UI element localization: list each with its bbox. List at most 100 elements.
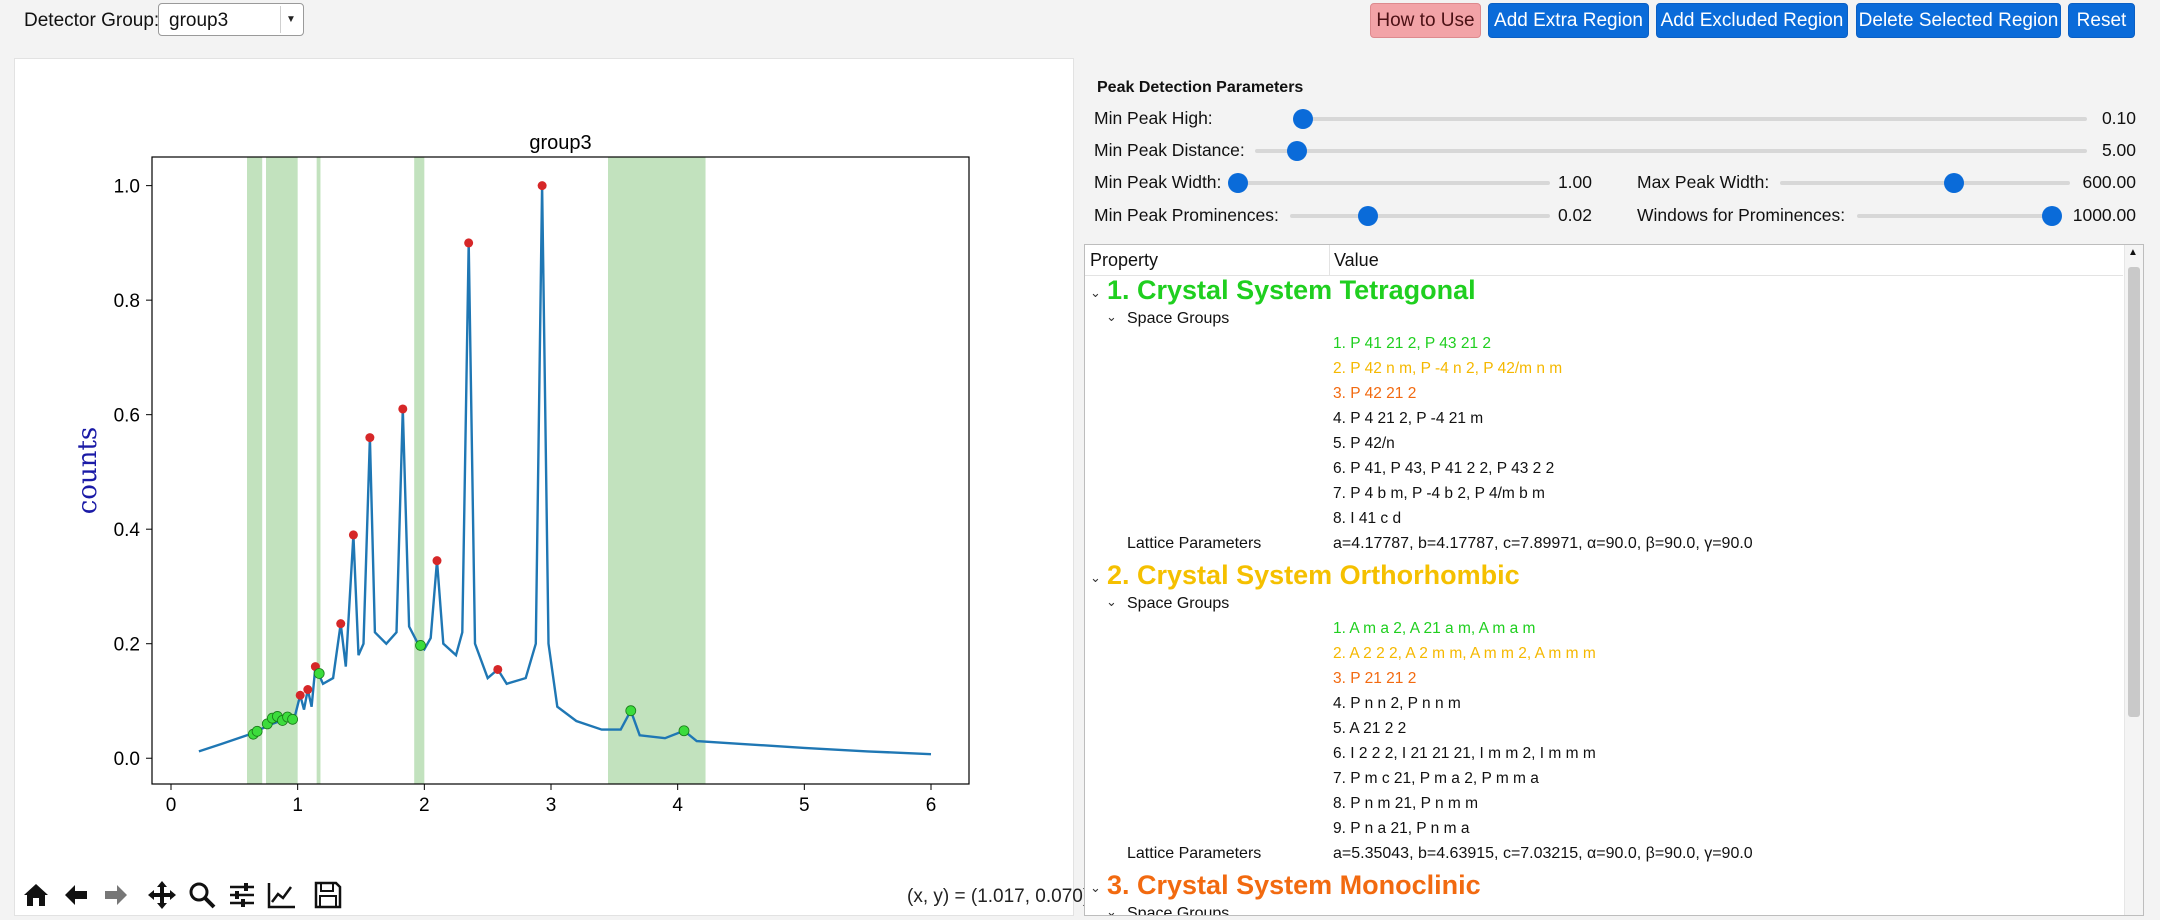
space-group-item[interactable]: 1. P 41 21 2, P 43 21 2 [1333, 335, 1492, 352]
back-icon[interactable] [58, 877, 94, 913]
zoom-icon[interactable] [184, 877, 220, 913]
selected-region[interactable] [414, 157, 425, 784]
scrollbar-thumb[interactable] [2128, 267, 2140, 717]
crystal-system-heading[interactable]: 1. Crystal System Tetragonal [1107, 275, 1476, 305]
save-icon[interactable] [310, 877, 346, 913]
lattice-parameters-value: a=5.35043, b=4.63915, c=7.03215, α=90.0,… [1333, 845, 1753, 862]
space-group-item[interactable]: 8. I 41 c d [1333, 510, 1402, 527]
max-peak-width-label: Max Peak Width: [1637, 172, 1770, 192]
space-group-item[interactable]: 9. P n a 21, P n m a [1333, 820, 1470, 837]
tree-scrollbar[interactable]: ▲ [2124, 245, 2143, 915]
slider-handle[interactable] [1358, 206, 1378, 226]
chevron-down-icon[interactable]: ▼ [280, 6, 301, 33]
min-peak-width-slider[interactable] [1228, 173, 1550, 193]
windows-for-prominences-slider[interactable] [1857, 206, 2062, 226]
property-tree[interactable]: Property Value ▲ ⌄ 1. Crystal System Tetr… [1084, 244, 2144, 916]
selected-region[interactable] [247, 157, 263, 784]
slider-handle[interactable] [1292, 109, 1313, 129]
detector-group-select[interactable]: group3 ▼ [158, 3, 304, 36]
space-group-item[interactable]: 4. P n n 2, P n n m [1333, 695, 1461, 712]
coordinate-readout: (x, y) = (1.017, 0.070) [907, 886, 1090, 907]
min-peak-high-label: Min Peak High: [1094, 108, 1213, 128]
column-header-value[interactable]: Value [1334, 250, 1379, 270]
column-header-property[interactable]: Property [1090, 250, 1159, 270]
space-groups-label[interactable]: Space Groups [1127, 595, 1230, 612]
extra-point-marker [313, 668, 325, 679]
space-group-item[interactable]: 6. P 41, P 43, P 41 2 2, P 43 2 2 [1333, 460, 1555, 477]
space-groups-label[interactable]: Space Groups [1127, 310, 1230, 327]
series-line [198, 185, 932, 756]
space-group-item[interactable]: 1. A m a 2, A 21 a m, A m a m [1333, 620, 1536, 637]
selected-region[interactable] [316, 157, 321, 784]
x-tick-label: 5 [799, 795, 810, 816]
space-group-item[interactable]: 7. P m c 21, P m a 2, P m m a [1333, 770, 1539, 787]
selected-region[interactable] [266, 157, 298, 784]
spectrum-chart[interactable]: 0 1 2 3 4 5 6 0.0 0.2 0.4 0.6 0.8 1.0 group3 counts [0, 0, 1080, 920]
windows-for-prominences-label: Windows for Prominences: [1637, 205, 1846, 225]
peak-marker [464, 238, 474, 248]
extra-point-marker [287, 713, 299, 725]
peak-marker [295, 690, 305, 700]
reset-button[interactable]: Reset [2068, 3, 2135, 38]
peak-marker [348, 530, 358, 540]
x-tick-label: 3 [546, 795, 557, 816]
peak-marker [365, 433, 375, 443]
min-peak-prominences-value: 0.02 [1557, 205, 1592, 225]
add-extra-region-button[interactable]: Add Extra Region [1488, 3, 1649, 38]
min-peak-prominences-slider[interactable] [1290, 206, 1550, 226]
y-tick-label: 0.6 [114, 406, 140, 427]
space-group-item[interactable]: 6. I 2 2 2, I 21 21 21, I m m 2, I m m m [1333, 745, 1596, 762]
y-tick-label: 0.8 [114, 291, 140, 312]
lattice-parameters-label: Lattice Parameters [1127, 535, 1262, 552]
add-excluded-region-button[interactable]: Add Excluded Region [1656, 3, 1848, 38]
peak-marker [537, 181, 547, 191]
scroll-up-icon[interactable]: ▲ [2128, 247, 2138, 258]
detector-group-value: group3 [169, 10, 229, 31]
space-group-item[interactable]: 4. P 4 21 2, P -4 21 m [1333, 410, 1484, 427]
extra-point-marker [678, 725, 690, 737]
space-group-item[interactable]: 7. P 4 b m, P -4 b 2, P 4/m b m [1333, 485, 1545, 502]
tree-header: Property Value [1085, 245, 2123, 276]
chevron-down-icon[interactable]: ⌄ [1090, 570, 1101, 585]
space-group-item[interactable]: 8. P n m 21, P n m m [1333, 795, 1479, 812]
space-group-item[interactable]: 2. P 42 n m, P -4 n 2, P 42/m n m [1333, 360, 1563, 377]
chevron-down-icon[interactable]: ⌄ [1106, 594, 1117, 609]
x-tick-label: 1 [292, 795, 303, 816]
chart-title: group3 [529, 132, 591, 154]
edit-axes-icon[interactable] [264, 877, 300, 913]
space-group-item[interactable]: 3. P 21 21 2 [1333, 670, 1417, 687]
min-peak-distance-label: Min Peak Distance: [1094, 140, 1245, 160]
extra-point-marker [625, 705, 637, 717]
home-icon[interactable] [18, 877, 54, 913]
space-groups-label[interactable]: Space Groups [1127, 905, 1230, 916]
lattice-parameters-label: Lattice Parameters [1127, 845, 1262, 862]
chevron-down-icon[interactable]: ⌄ [1090, 880, 1101, 895]
max-peak-width-slider[interactable] [1780, 173, 2070, 193]
space-group-item[interactable]: 5. P 42/n [1333, 435, 1395, 452]
min-peak-width-value: 1.00 [1557, 172, 1592, 192]
min-peak-high-slider[interactable] [1292, 109, 2087, 129]
extra-point-marker [251, 725, 263, 737]
space-group-item[interactable]: 3. P 42 21 2 [1333, 385, 1417, 402]
extra-point-marker [415, 640, 426, 651]
space-group-item[interactable]: 2. A 2 2 2, A 2 m m, A m m 2, A m m m [1333, 645, 1596, 662]
windows-for-prominences-value: 1000.00 [2072, 205, 2136, 225]
chevron-down-icon[interactable]: ⌄ [1106, 309, 1117, 324]
min-peak-distance-slider[interactable] [1255, 141, 2087, 161]
pan-icon[interactable] [144, 877, 180, 913]
chevron-down-icon[interactable]: ⌄ [1090, 285, 1101, 300]
slider-handle[interactable] [1944, 173, 1964, 193]
selected-region[interactable] [608, 157, 706, 784]
configure-subplots-icon[interactable] [224, 877, 260, 913]
slider-handle[interactable] [2042, 206, 2062, 226]
chevron-down-icon[interactable]: ⌄ [1106, 904, 1117, 916]
slider-handle[interactable] [1286, 141, 1307, 161]
space-group-item[interactable]: 5. A 21 2 2 [1333, 720, 1407, 737]
forward-icon[interactable] [98, 877, 134, 913]
slider-handle[interactable] [1228, 173, 1248, 193]
delete-selected-region-button[interactable]: Delete Selected Region [1856, 3, 2061, 38]
crystal-system-heading[interactable]: 3. Crystal System Monoclinic [1107, 870, 1481, 900]
plot-axes-frame [151, 156, 970, 785]
crystal-system-heading[interactable]: 2. Crystal System Orthorhombic [1107, 560, 1520, 590]
how-to-use-button[interactable]: How to Use [1370, 3, 1481, 38]
